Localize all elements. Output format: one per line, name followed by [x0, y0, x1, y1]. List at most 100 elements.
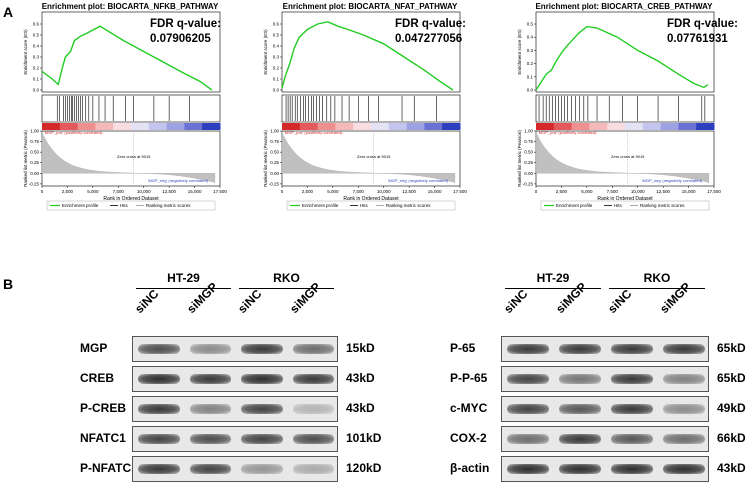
blot-band: [507, 464, 549, 474]
gsea-plot-nfkb: Enrichment plot: BIOCARTA_NFKB_PATHWAY 0.…: [23, 2, 227, 211]
x-tick-label: 2,500: [302, 189, 314, 194]
group-underline: [505, 288, 601, 289]
colorbar-segment: [589, 123, 608, 130]
colorbar-segment: [536, 123, 555, 130]
protein-label: β-actin: [450, 461, 490, 475]
blot-band: [663, 404, 705, 414]
group-underline: [136, 288, 231, 289]
colorbar-segment: [317, 123, 336, 130]
colorbar-segment: [442, 123, 461, 130]
x-tick-label: 5,000: [87, 189, 99, 194]
blot-strip: [132, 456, 338, 482]
x-tick-label: 5,000: [581, 189, 593, 194]
size-label: 101kD: [346, 431, 382, 445]
es-axis-label: Enrichment score (ES): [23, 29, 28, 75]
colorbar-segment: [424, 123, 443, 130]
metric-axis-label: Ranked list metric (Pearson): [517, 130, 522, 187]
blot-band: [138, 464, 180, 474]
lane-label: siMGP: [657, 279, 694, 316]
pos-annotation: 'MGP_pos' (positively correlated): [538, 130, 597, 135]
es-tick-label: 0.2: [33, 66, 40, 71]
x-tick-label: 2,500: [556, 189, 568, 194]
hits-frame: [41, 94, 221, 123]
colorbar-segment: [166, 123, 185, 130]
blot-band: [189, 464, 231, 474]
blot-strip: [501, 396, 709, 422]
x-tick-label: 7,500: [607, 189, 619, 194]
protein-label: CREB: [80, 371, 115, 385]
legend-frame: [286, 200, 456, 211]
es-tick-label: 0.4: [273, 44, 280, 49]
x-tick-label: 12,500: [162, 189, 176, 194]
x-tick-label: 15,000: [428, 189, 442, 194]
es-tick-label: 0.1: [527, 74, 534, 79]
es-frame: [535, 11, 715, 93]
lane-label: siMGP: [286, 279, 324, 316]
blot-band: [663, 434, 705, 444]
pos-annotation: 'MGP_pos' (positively correlated): [284, 130, 343, 135]
metric-area: [535, 132, 710, 183]
es-frame: [41, 11, 221, 93]
metric-tick-label: 1.00: [524, 129, 533, 134]
metric-tick-label: 0.00: [30, 171, 39, 176]
legend-ranking-label: Ranking metric scores: [386, 203, 431, 208]
blot-band: [241, 374, 283, 384]
blot-band: [189, 344, 231, 354]
colorbar-segment: [42, 123, 61, 130]
es-curve: [281, 21, 454, 91]
es-tick-label: 0.5: [273, 33, 280, 38]
blot-band: [138, 344, 180, 354]
fdr-label: FDR q-value:: [150, 18, 221, 30]
x-tick-label: 7,500: [353, 189, 365, 194]
blot-band: [559, 344, 601, 354]
blot-band: [507, 374, 549, 384]
es-tick-label: 0.4: [527, 35, 534, 40]
metric-tick-label: 0.00: [524, 171, 533, 176]
fdr-label: FDR q-value:: [667, 18, 738, 30]
x-tick-label: 7,500: [113, 189, 125, 194]
colorbar-segment: [353, 123, 372, 130]
colorbar-segment: [660, 123, 679, 130]
blot-band: [559, 404, 601, 414]
protein-label: MGP: [80, 341, 108, 355]
plot-title: Enrichment plot: BIOCARTA_NFAT_PATHWAY: [283, 2, 458, 11]
x-tick-label: 15,000: [682, 189, 696, 194]
neg-annotation: 'MGP_neg' (negatively correlated): [642, 178, 703, 183]
metric-tick-label: 0.00: [270, 171, 279, 176]
colorbar-segment: [148, 123, 168, 130]
legend-frame: [46, 200, 216, 211]
blot-band: [507, 344, 549, 354]
blot-band: [189, 434, 231, 444]
metric-tick-label: 0.75: [270, 139, 279, 144]
neg-annotation: 'MGP_neg' (negatively correlated): [388, 178, 449, 183]
colorbar-segment: [202, 123, 221, 130]
x-tick-label: 2,500: [62, 189, 74, 194]
es-tick-label: 0.2: [527, 61, 534, 66]
metric-tick-label: -0.25: [29, 181, 40, 186]
metric-tick-label: 0.25: [30, 160, 39, 165]
lane-label: siNC: [501, 286, 531, 316]
blot-strip: [501, 426, 709, 452]
blot-band: [241, 464, 283, 474]
lane-label: siNC: [605, 286, 635, 316]
blot-band: [241, 344, 283, 354]
es-axis-label: Enrichment score (ES): [263, 29, 268, 75]
size-label: 15kD: [346, 341, 375, 355]
colorbar-segment: [282, 123, 301, 130]
size-label: 65kD: [717, 341, 746, 355]
legend-hits-label: Hits: [360, 203, 368, 208]
metric-tick-label: 0.25: [524, 160, 533, 165]
protein-label: P-NFATC1: [80, 461, 138, 475]
size-label: 43kD: [346, 401, 375, 415]
blot-band: [611, 464, 653, 474]
x-axis-label: Rank in Ordered Dataset: [343, 196, 399, 202]
blot-band: [292, 404, 334, 414]
es-tick-label: 0.6: [273, 22, 280, 27]
x-tick-label: 10,000: [137, 189, 151, 194]
blot-band: [138, 374, 180, 384]
es-tick-label: 0.0: [527, 88, 534, 93]
blot-strip: [132, 396, 338, 422]
colorbar-segment: [678, 123, 697, 130]
blot-band: [507, 404, 549, 414]
size-label: 66kD: [717, 431, 746, 445]
